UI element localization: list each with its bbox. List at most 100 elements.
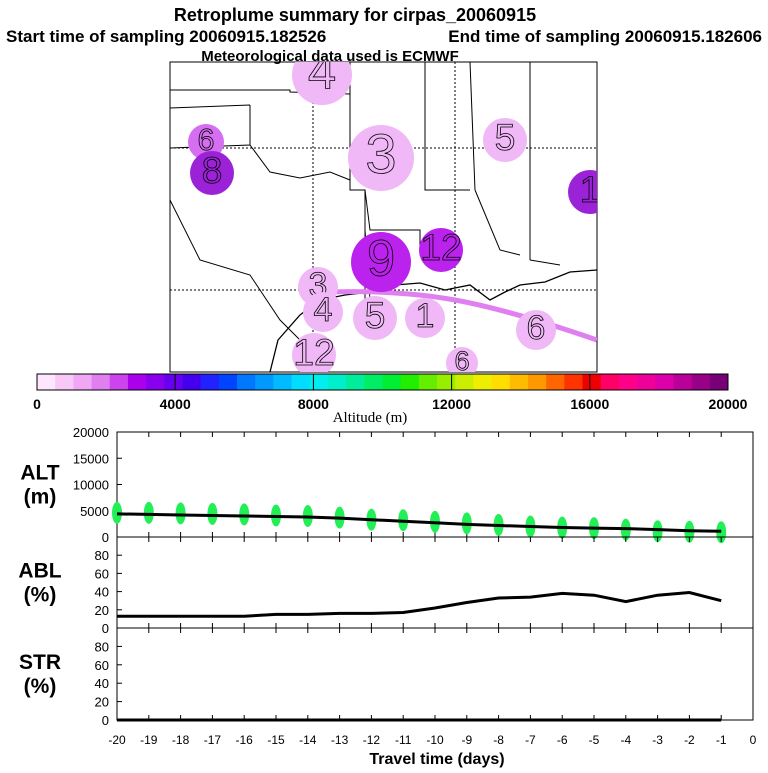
colorbar-swatch (309, 374, 329, 390)
map-marker-label: 4 (314, 291, 333, 329)
colorbar-swatch (146, 374, 165, 390)
map-marker: 1 (568, 167, 601, 214)
cluster-marker (716, 521, 727, 544)
map-marker-dot (419, 228, 463, 272)
panel-alt: 0 5000 10000 15000 20000 ALT(m) (20, 425, 754, 545)
colorbar-swatch (37, 374, 56, 390)
map-marker-label: 12 (420, 226, 462, 268)
x-tick-label: -9 (461, 733, 472, 747)
map-marker: 12 (292, 330, 336, 373)
colorbar-swatch (527, 374, 547, 390)
colorbar-swatch (291, 374, 311, 390)
colorbar-swatch (218, 374, 238, 390)
x-tick-label: -6 (557, 733, 568, 747)
colorbar-swatch (255, 374, 274, 390)
colorbar-swatch (655, 374, 674, 390)
panel-label: ALT (20, 462, 59, 485)
panel-unit-label: (m) (24, 486, 57, 509)
colorbar-swatch (109, 374, 129, 390)
panel-abl: 0 20 40 60 80 ABL(%) (18, 536, 754, 636)
map-marker-label: 12 (293, 331, 335, 373)
colorbar-swatch (273, 374, 293, 390)
cluster-marker (175, 502, 186, 525)
panel-unit-label: (%) (24, 675, 57, 698)
cluster-marker (143, 501, 154, 524)
x-tick-label: -1 (716, 733, 727, 747)
colorbar-swatch (73, 374, 93, 390)
colorbar-ticks: 0 4000 8000 12000 16000 20000 (33, 374, 748, 412)
map-marker: 6 (188, 123, 224, 160)
map-marker-dot (292, 333, 336, 372)
colorbar-tick-label: 0 (33, 396, 41, 412)
colorbar-swatch (673, 374, 693, 390)
colorbar-swatch (691, 374, 711, 390)
x-tick-label: -18 (172, 733, 190, 747)
panel-label: ABL (18, 560, 61, 583)
colorbar-swatch (237, 374, 256, 390)
x-tick-label: -19 (140, 733, 158, 747)
x-tick-label: -3 (652, 733, 663, 747)
map-marker: 12 (419, 225, 463, 272)
y-tick-label: 20 (95, 695, 109, 710)
map-marker-label: 6 (454, 345, 469, 376)
map-marker: 6 (446, 345, 478, 376)
colorbar-swatch (618, 374, 638, 390)
map-marker-dot (292, 62, 352, 105)
figure-title: Retroplume summary for cirpas_20060915 (174, 5, 536, 25)
panel-label: STR (19, 651, 61, 674)
map-marker-dot (190, 151, 234, 195)
x-tick-label: -13 (331, 733, 349, 747)
map-marker-dot (568, 170, 597, 214)
colorbar-swatch (200, 374, 220, 390)
colorbar-swatch (564, 374, 584, 390)
map-marker: 9 (351, 229, 411, 292)
panel-unit-label: (%) (24, 584, 57, 607)
map-marker: 3 (348, 121, 414, 191)
colorbar-swatch (582, 374, 602, 390)
colorbar-swatch (182, 374, 202, 390)
colorbar-swatch (600, 374, 620, 390)
x-tick-labels: -20 -19 -18 -17 -16 -15 -14 -13 -12 -11 -10 -9 -8 -7-… (108, 733, 756, 747)
map-marker-label: 1 (416, 297, 435, 335)
colorbar-tick-label: 20000 (709, 396, 748, 412)
map-marker-label: 3 (365, 122, 396, 185)
y-tick-label: 15000 (73, 451, 109, 466)
map-marker: 4 (292, 43, 352, 105)
map-marker-dot (446, 347, 478, 372)
met-data-label: Meteorological data used is ECMWF (201, 48, 459, 65)
map-marker: 4 (303, 291, 343, 332)
y-tick-label: 0 (102, 530, 109, 545)
map-marker: 5 (483, 115, 527, 162)
time-series-panels: 05000100001500020000ALT(m)020406080ABL(%… (18, 425, 756, 747)
x-tick-label: -12 (363, 733, 381, 747)
x-tick-label: -15 (267, 733, 285, 747)
x-tick-label: -8 (493, 733, 504, 747)
y-tick-label: 60 (95, 566, 109, 581)
map-marker-label: 9 (367, 230, 395, 287)
colorbar-swatch (400, 374, 420, 390)
colorbar-swatch (491, 374, 511, 390)
colorbar-tick-label: 4000 (160, 396, 191, 412)
y-tick-label: 40 (95, 585, 109, 600)
cluster-marker (112, 501, 122, 524)
x-tick-label: -11 (395, 733, 412, 747)
x-tick-label: -14 (299, 733, 317, 747)
colorbar-tick-label: 12000 (432, 396, 471, 412)
map-marker-dot (405, 298, 445, 338)
colorbar-swatch (455, 374, 474, 390)
map-marker-label: 4 (308, 43, 336, 100)
map-marker-dot (483, 118, 527, 162)
map-marker-label: 1 (580, 168, 601, 210)
state-boundaries (170, 62, 561, 371)
altitude-colorbar (36, 373, 729, 391)
x-tick-label: -7 (525, 733, 536, 747)
colorbar-tick-label: 8000 (298, 396, 329, 412)
y-tick-label: 80 (95, 548, 109, 563)
colorbar-tick-label: 16000 (570, 396, 609, 412)
colorbar-xlabel: Altitude (m) (333, 410, 408, 426)
y-tick-label: 40 (95, 676, 109, 691)
colorbar-swatch (346, 374, 365, 390)
